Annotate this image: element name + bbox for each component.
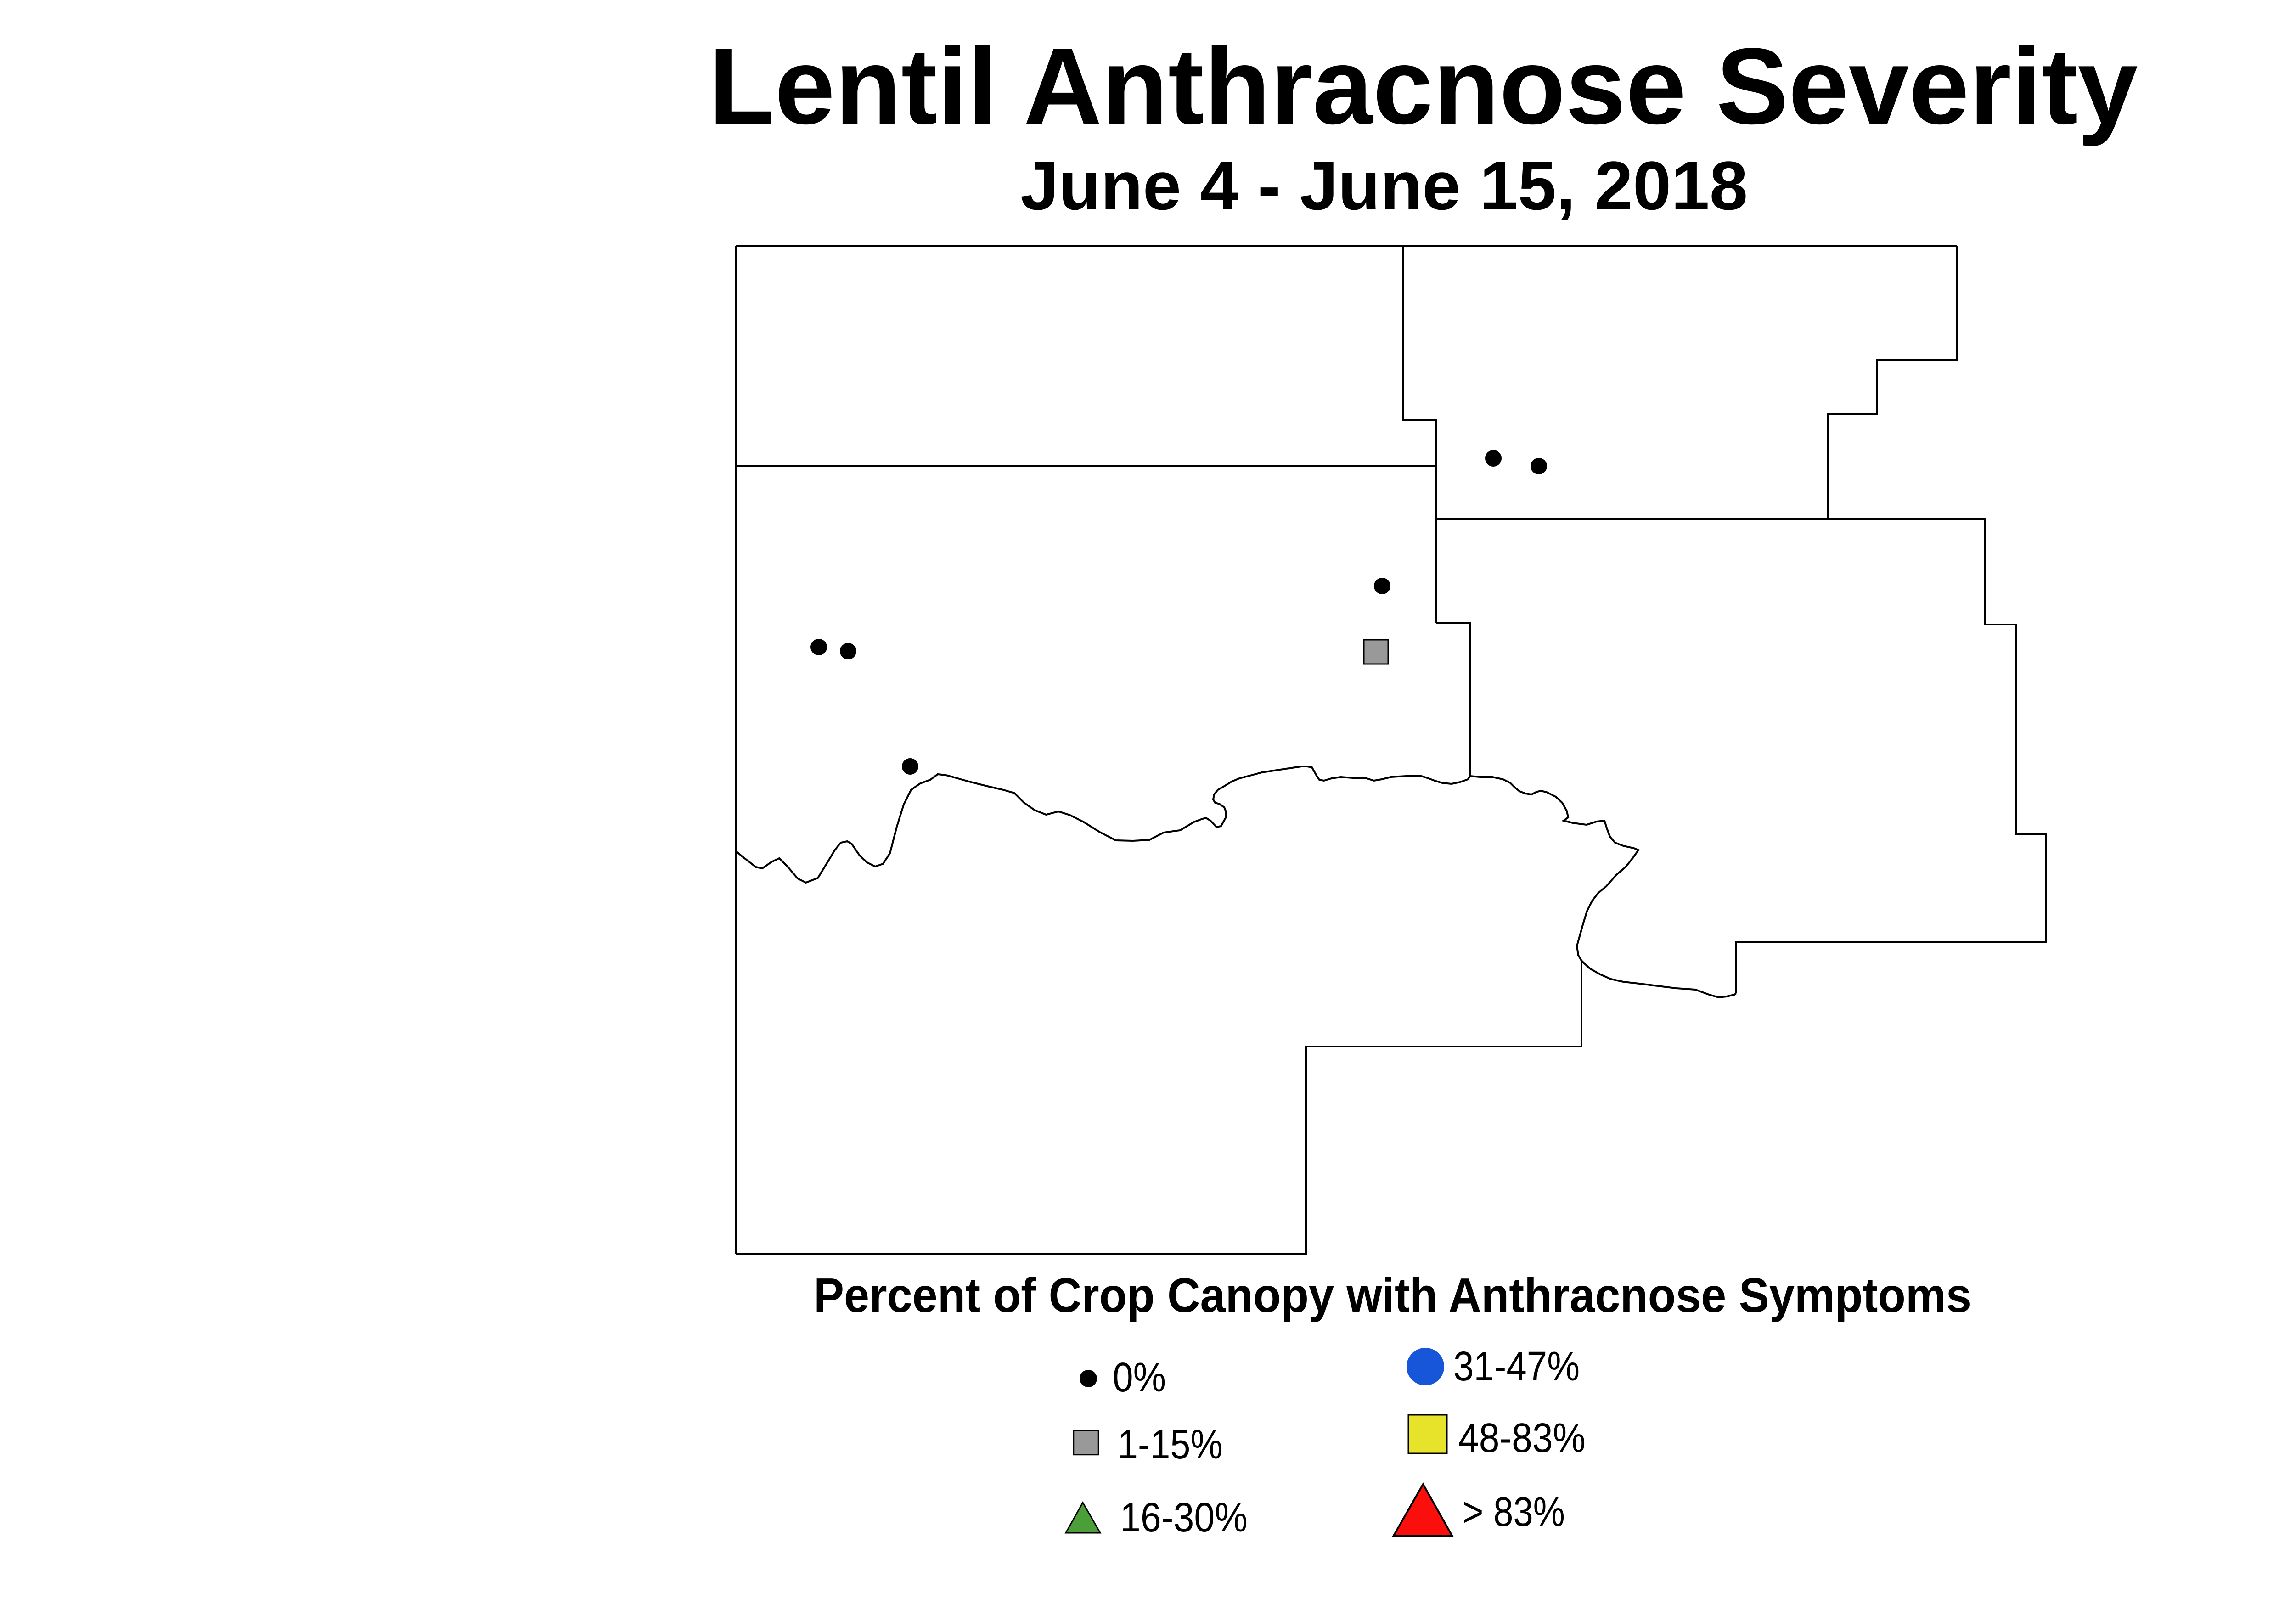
svg-text:0%: 0% [1113,1355,1166,1401]
svg-text:48-83%: 48-83% [1458,1415,1586,1461]
svg-text:Lentil Anthracnose Severity: Lentil Anthracnose Severity [709,26,2138,147]
svg-text:June 4 - June 15, 2018: June 4 - June 15, 2018 [1020,147,1748,224]
svg-text:Percent of Crop Canopy with An: Percent of Crop Canopy with Anthracnose … [814,1268,1971,1323]
svg-text:> 83%: > 83% [1463,1489,1565,1535]
svg-text:16-30%: 16-30% [1120,1495,1248,1541]
svg-text:31-47%: 31-47% [1453,1344,1580,1390]
svg-text:1-15%: 1-15% [1118,1421,1223,1467]
